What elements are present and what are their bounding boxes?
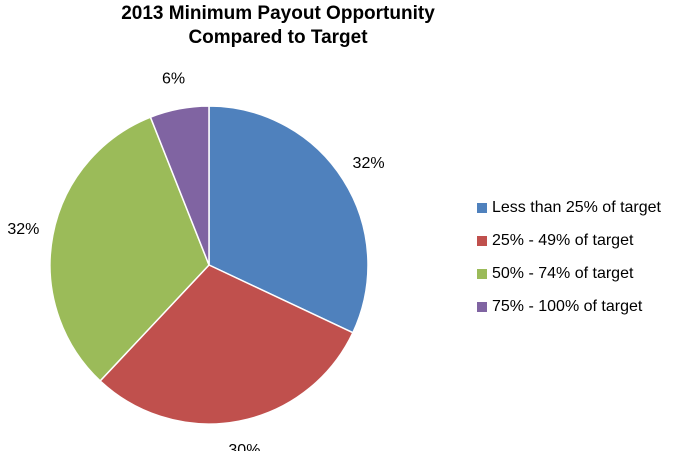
data-label: 30% xyxy=(228,442,260,451)
legend-swatch xyxy=(477,236,487,246)
data-label: 6% xyxy=(162,71,185,88)
legend-label: 50% - 74% of target xyxy=(492,265,634,282)
legend-label: 75% - 100% of target xyxy=(492,298,643,315)
data-label: 32% xyxy=(7,221,39,238)
legend-label: Less than 25% of target xyxy=(492,199,662,216)
legend-swatch xyxy=(477,203,487,213)
data-label: 32% xyxy=(353,155,385,172)
chart-title: 2013 Minimum Payout Opportunity xyxy=(121,3,435,24)
pie-slice xyxy=(49,116,210,382)
chart-title: Compared to Target xyxy=(188,27,368,48)
pie-slice xyxy=(149,105,210,266)
legend-swatch xyxy=(477,302,487,312)
legend-swatch xyxy=(477,269,487,279)
pie-slice xyxy=(208,105,369,334)
legend-label: 25% - 49% of target xyxy=(492,232,634,249)
pie-slice xyxy=(99,264,354,425)
